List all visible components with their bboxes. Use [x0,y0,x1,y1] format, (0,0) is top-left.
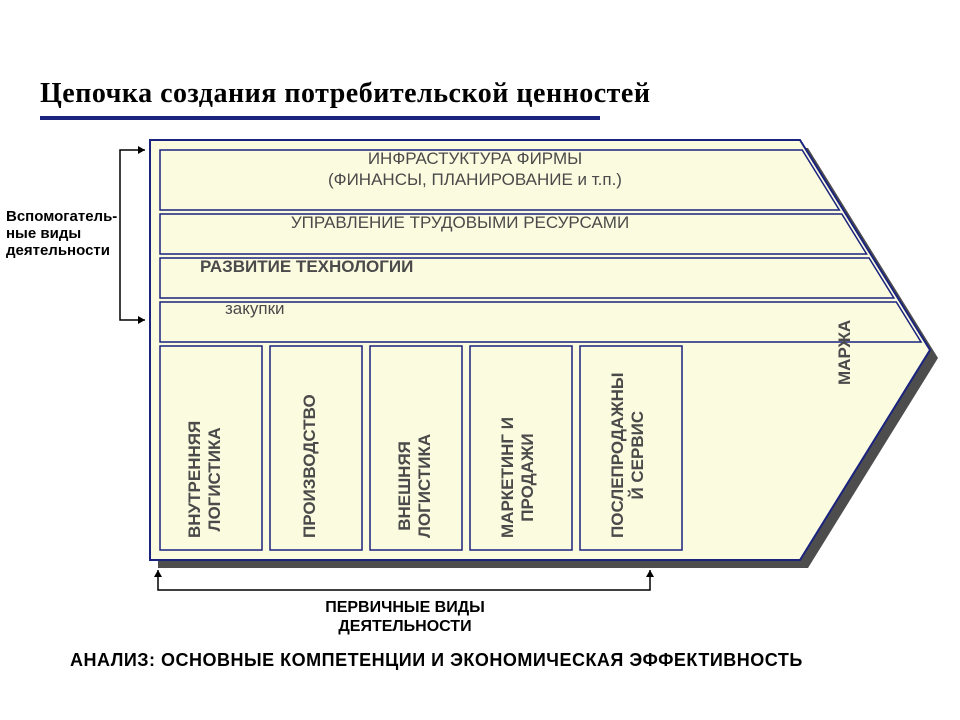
support-side-label: Вспомогатель- ные виды деятельности [6,208,117,259]
support-row-1: УПРАВЛЕНИЕ ТРУДОВЫМИ РЕСУРСАМИ [200,212,720,233]
support-row-2: РАЗВИТИЕ ТЕХНОЛОГИИ [200,256,500,277]
primary-col-4: ПОСЛЕПРОДАЖНЫ Й СЕРВИС [608,372,647,538]
primary-bottom-label: ПЕРВИЧНЫЕ ВИДЫ ДЕЯТЕЛЬНОСТИ [280,598,530,636]
margin-label: МАРЖА [835,320,855,385]
primary-col-0: ВНУТРЕННЯЯ ЛОГИСТИКА [185,421,224,538]
primary-col-2: ВНЕШНЯЯ ЛОГИСТИКА [395,434,434,538]
value-chain-svg [0,120,960,680]
primary-col-1: ПРОИЗВОДСТВО [300,394,320,538]
support-row-3: закупки [225,298,425,319]
bracket-svg [0,120,960,680]
support-row-0: ИНФРАСТУКТУРА ФИРМЫ (ФИНАНСЫ, ПЛАНИРОВАН… [260,148,690,191]
primary-col-3: МАРКЕТИНГ И ПРОДАЖИ [498,417,537,538]
page-title: Цепочка создания потребительской ценност… [40,78,650,110]
analysis-line: АНАЛИЗ: ОСНОВНЫЕ КОМПЕТЕНЦИИ И ЭКОНОМИЧЕ… [70,650,803,671]
diagram-stage: ИНФРАСТУКТУРА ФИРМЫ (ФИНАНСЫ, ПЛАНИРОВАН… [0,120,960,680]
